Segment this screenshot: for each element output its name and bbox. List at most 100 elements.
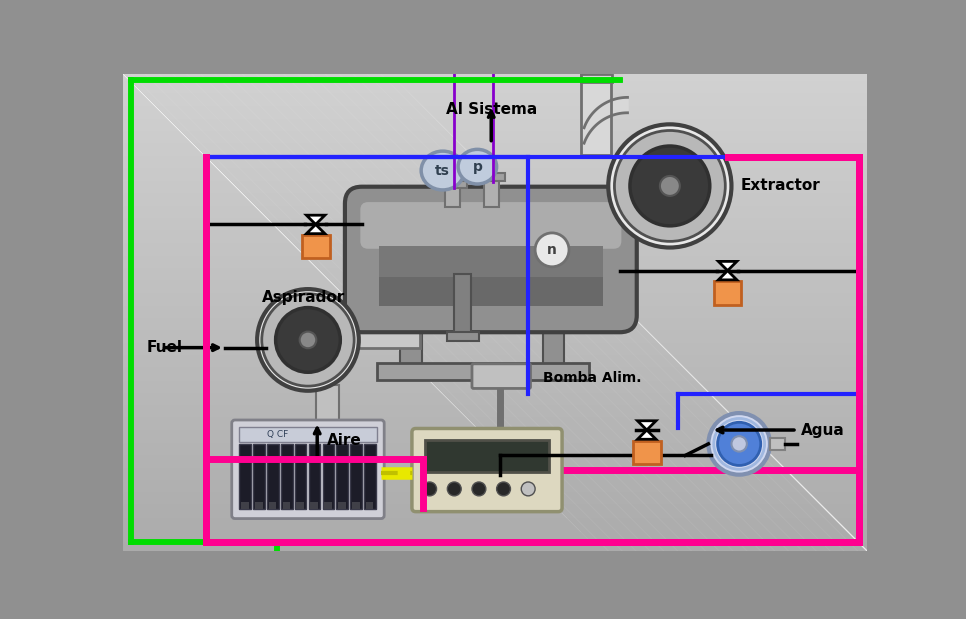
Bar — [124, 381, 867, 383]
Bar — [124, 337, 867, 339]
Bar — [124, 444, 867, 446]
Bar — [124, 246, 867, 247]
Bar — [484, 176, 498, 207]
Bar — [124, 410, 867, 411]
Bar — [124, 270, 867, 271]
Bar — [124, 262, 867, 263]
Bar — [124, 317, 867, 318]
Bar — [124, 454, 867, 455]
Bar — [124, 419, 867, 420]
Bar — [124, 292, 867, 293]
Bar — [124, 459, 867, 460]
Bar — [124, 163, 867, 165]
Bar — [124, 307, 867, 308]
Bar — [124, 241, 867, 242]
Bar — [309, 444, 321, 509]
Bar — [124, 235, 867, 236]
Bar — [124, 232, 867, 233]
Bar — [124, 503, 867, 504]
Bar — [124, 424, 867, 425]
Bar — [124, 201, 867, 202]
Bar — [124, 545, 867, 547]
Bar — [124, 311, 867, 312]
Bar — [124, 376, 867, 377]
Bar — [124, 480, 867, 481]
Bar — [124, 154, 867, 155]
Bar — [269, 503, 276, 509]
Bar — [338, 503, 346, 509]
Bar — [124, 331, 867, 332]
Bar — [124, 415, 867, 416]
Bar — [351, 444, 362, 509]
Bar — [124, 187, 867, 188]
Circle shape — [423, 482, 437, 496]
Bar — [124, 512, 867, 513]
Bar — [124, 286, 867, 287]
Bar — [124, 402, 867, 403]
Bar — [124, 230, 867, 231]
Bar — [124, 427, 867, 428]
Bar — [124, 544, 867, 545]
Bar — [124, 528, 867, 529]
Bar — [352, 503, 359, 509]
Bar — [124, 452, 867, 453]
Bar — [124, 547, 867, 548]
Bar — [124, 387, 867, 389]
Bar — [124, 97, 867, 98]
Bar — [124, 145, 867, 146]
Bar — [124, 316, 867, 317]
Bar — [124, 110, 867, 111]
Bar — [124, 149, 867, 150]
Bar — [124, 130, 867, 131]
Bar — [124, 372, 867, 373]
Bar — [124, 390, 867, 391]
Bar — [124, 490, 867, 491]
Bar — [124, 392, 867, 393]
Bar — [124, 500, 867, 501]
Bar — [124, 92, 867, 93]
Circle shape — [614, 131, 725, 241]
Bar — [124, 400, 867, 402]
Bar — [124, 195, 867, 196]
Bar — [124, 155, 867, 156]
FancyBboxPatch shape — [232, 420, 384, 519]
Bar — [124, 295, 867, 296]
Polygon shape — [719, 261, 737, 271]
Bar — [241, 503, 248, 509]
Text: Aire: Aire — [327, 433, 362, 448]
Bar — [124, 541, 867, 542]
Bar — [124, 420, 867, 421]
Bar — [124, 492, 867, 493]
Bar — [124, 319, 867, 320]
Bar — [439, 181, 467, 188]
Bar — [124, 439, 867, 440]
Bar — [124, 150, 867, 151]
Bar — [124, 483, 867, 484]
Bar — [124, 542, 867, 543]
Bar — [124, 86, 867, 87]
Bar — [124, 185, 867, 186]
Bar — [124, 85, 867, 86]
Bar — [124, 521, 867, 522]
Text: Agua: Agua — [801, 423, 844, 438]
Bar — [124, 357, 867, 358]
Bar — [124, 98, 867, 99]
Bar — [124, 342, 867, 343]
Circle shape — [660, 176, 680, 196]
Bar — [124, 383, 867, 384]
Bar — [124, 477, 867, 478]
Circle shape — [472, 482, 486, 496]
Bar — [124, 495, 867, 496]
Bar — [124, 248, 867, 249]
Bar — [124, 116, 867, 118]
Bar — [124, 251, 867, 252]
Bar — [124, 191, 867, 192]
Bar — [124, 475, 867, 476]
Bar — [124, 389, 867, 390]
Bar — [124, 421, 867, 422]
Bar — [124, 122, 867, 123]
Bar — [124, 412, 867, 413]
Circle shape — [535, 233, 569, 267]
Bar — [124, 131, 867, 132]
Bar — [124, 158, 867, 159]
